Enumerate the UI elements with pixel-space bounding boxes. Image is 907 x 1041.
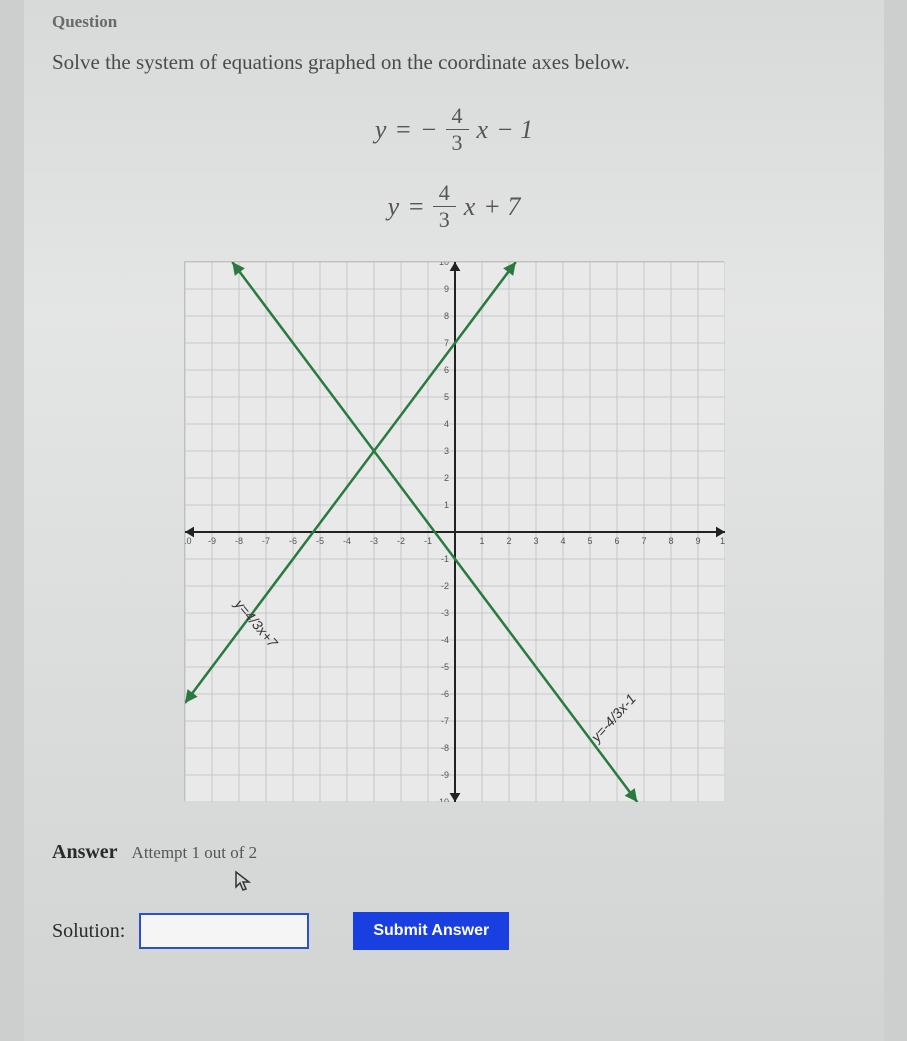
svg-text:3: 3	[444, 446, 449, 456]
svg-text:-1: -1	[424, 536, 432, 546]
svg-text:2: 2	[506, 536, 511, 546]
eq1-equals: =	[394, 115, 412, 145]
svg-text:8: 8	[444, 311, 449, 321]
svg-text:-7: -7	[441, 716, 449, 726]
svg-text:-10: -10	[185, 536, 192, 546]
submit-answer-button[interactable]: Submit Answer	[353, 912, 509, 950]
eq2-equals: =	[407, 192, 425, 222]
question-heading: Question	[52, 12, 856, 32]
svg-text:-9: -9	[208, 536, 216, 546]
eq1-neg: −	[420, 115, 438, 145]
page: Question Solve the system of equations g…	[24, 0, 884, 1041]
svg-text:6: 6	[444, 365, 449, 375]
svg-text:-4: -4	[343, 536, 351, 546]
eq2-lhs: y	[388, 192, 400, 222]
svg-text:-8: -8	[441, 743, 449, 753]
solution-input[interactable]	[139, 913, 309, 949]
svg-text:5: 5	[587, 536, 592, 546]
answer-heading-row: Answer Attempt 1 out of 2	[52, 841, 856, 864]
eq2-fraction: 4 3	[433, 182, 456, 231]
eq1-tail: − 1	[496, 115, 533, 145]
eq1-denominator: 3	[452, 130, 463, 154]
coordinate-chart: -10 -9 -8 -7 -6 -5 -4 -3 -2 -1 1 2 3 4 5 6 7 8 9 10 -10 -9 -8 -…	[184, 261, 724, 801]
eq1-numerator: 4	[446, 105, 469, 130]
equations-block: y = − 4 3 x − 1 y = 4 3 x + 7	[52, 105, 856, 231]
svg-text:8: 8	[668, 536, 673, 546]
svg-text:4: 4	[560, 536, 565, 546]
svg-text:-3: -3	[370, 536, 378, 546]
eq2-denominator: 3	[439, 207, 450, 231]
cursor-icon	[234, 870, 252, 898]
eq2-numerator: 4	[433, 182, 456, 207]
eq2-tail: + 7	[483, 192, 520, 222]
svg-text:-2: -2	[441, 581, 449, 591]
svg-text:-9: -9	[441, 770, 449, 780]
equation-1: y = − 4 3 x − 1	[52, 105, 856, 154]
eq2-x: x	[464, 192, 476, 222]
svg-text:-4: -4	[441, 635, 449, 645]
svg-text:2: 2	[444, 473, 449, 483]
svg-text:9: 9	[695, 536, 700, 546]
svg-text:-10: -10	[436, 797, 449, 802]
prompt-text: Solve the system of equations graphed on…	[52, 50, 856, 75]
solution-row: Solution: Submit Answer	[52, 912, 856, 950]
svg-text:3: 3	[533, 536, 538, 546]
equation-2: y = 4 3 x + 7	[52, 182, 856, 231]
svg-text:10: 10	[439, 262, 449, 267]
svg-text:5: 5	[444, 392, 449, 402]
svg-text:-7: -7	[262, 536, 270, 546]
svg-text:9: 9	[444, 284, 449, 294]
svg-text:-6: -6	[289, 536, 297, 546]
svg-text:4: 4	[444, 419, 449, 429]
svg-text:7: 7	[444, 338, 449, 348]
answer-label: Answer	[52, 841, 118, 863]
attempt-text: Attempt 1 out of 2	[132, 843, 258, 862]
eq1-lhs: y	[375, 115, 387, 145]
svg-text:6: 6	[614, 536, 619, 546]
svg-text:-8: -8	[235, 536, 243, 546]
svg-text:-5: -5	[441, 662, 449, 672]
svg-text:-5: -5	[316, 536, 324, 546]
svg-text:-1: -1	[441, 554, 449, 564]
svg-text:1: 1	[444, 500, 449, 510]
solution-label: Solution:	[52, 920, 125, 943]
svg-text:-6: -6	[441, 689, 449, 699]
svg-text:-2: -2	[397, 536, 405, 546]
svg-text:1: 1	[479, 536, 484, 546]
eq1-fraction: 4 3	[446, 105, 469, 154]
svg-text:10: 10	[720, 536, 725, 546]
answer-section: Answer Attempt 1 out of 2 Solution: Subm…	[52, 841, 856, 950]
svg-text:7: 7	[641, 536, 646, 546]
svg-text:-3: -3	[441, 608, 449, 618]
eq1-x: x	[477, 115, 489, 145]
